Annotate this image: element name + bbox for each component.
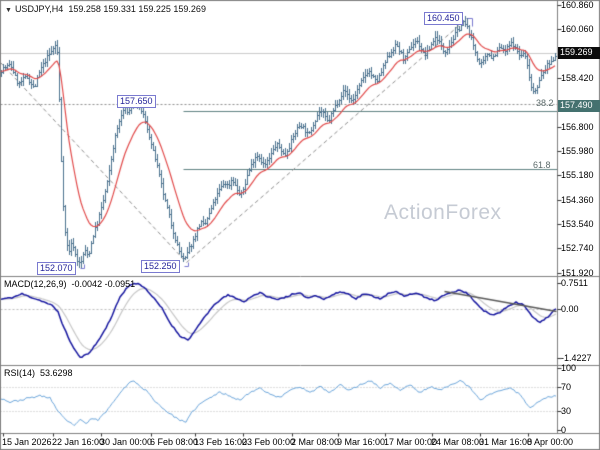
- macd-axis-tick: 0.7511: [561, 278, 588, 288]
- rsi-axis-tick: 100: [561, 363, 577, 373]
- price-tag[interactable]: 160.450: [424, 12, 463, 25]
- price-axis-tick: 160.860: [561, 0, 594, 10]
- price-tag[interactable]: 152.070: [37, 262, 76, 275]
- watermark: ActionForex: [384, 201, 502, 224]
- symbol-timeframe: USDJPY,H4: [14, 4, 64, 14]
- x-axis-label: 13 Feb 16:00: [194, 437, 248, 447]
- price-tag[interactable]: 157.650: [117, 95, 156, 108]
- x-axis-label: 30 Jan 00:00: [100, 437, 153, 447]
- price-axis-tick: 155.180: [561, 170, 594, 180]
- symbol-dropdown-caret-icon[interactable]: ▼: [5, 7, 12, 14]
- rsi-axis-tick: 0: [561, 425, 567, 435]
- rsi-indicator-value: 53.6298: [40, 368, 73, 378]
- rsi-axis-tick: 30: [561, 406, 572, 416]
- rsi-pane-label: RSI(14) 53.6298: [4, 368, 73, 378]
- price-tag[interactable]: 152.250: [141, 260, 180, 273]
- price-axis-tick: 156.800: [561, 122, 594, 132]
- x-axis-label: 9 Mar 16:00: [337, 437, 386, 447]
- price-axis-tick: 151.920: [561, 268, 594, 278]
- x-axis-label: 17 Mar 00:00: [384, 437, 438, 447]
- macd-axis-tick: 0.00: [561, 304, 579, 314]
- x-axis-label: 22 Jan 16:00: [52, 437, 105, 447]
- macd-pane-label: MACD(12,26,9) -0.0042 -0.0951: [4, 279, 135, 289]
- x-axis-label: 6 Feb 08:00: [150, 437, 199, 447]
- macd-indicator-values: -0.0042 -0.0951: [71, 279, 136, 289]
- fib-level-label: 61.8: [533, 160, 551, 170]
- x-axis-label: 8 Apr 00:00: [527, 437, 574, 447]
- rsi-axis-tick: 70: [561, 382, 572, 392]
- x-axis-label: 2 Mar 08:00: [291, 437, 340, 447]
- x-axis-label: 24 Mar 08:00: [431, 437, 485, 447]
- price-axis-tick: 155.980: [561, 146, 594, 156]
- price-axis-tick: 153.540: [561, 219, 594, 229]
- axis-badge-current-price: 159.269: [558, 47, 600, 59]
- macd-indicator-name: MACD(12,26,9): [4, 279, 67, 289]
- fib-level-label: 38.2: [536, 98, 554, 108]
- x-axis-label: 23 Feb 00:00: [242, 437, 296, 447]
- price-axis-tick: 152.740: [561, 243, 594, 253]
- price-axis-tick: 160.060: [561, 24, 594, 34]
- x-axis-label: 31 Mar 16:00: [479, 437, 533, 447]
- rsi-indicator-name: RSI(14): [4, 368, 36, 378]
- x-axis-label: 15 Jan 2026: [2, 437, 52, 447]
- axis-badge-fib-382: 157.490: [558, 100, 600, 112]
- chart-title: ▼ USDJPY,H4 159.258 159.331 159.225 159.2…: [5, 4, 206, 14]
- price-axis-tick: 154.360: [561, 195, 594, 205]
- price-axis-tick: 158.420: [561, 73, 594, 83]
- macd-axis-tick: -1.4227: [561, 353, 592, 363]
- ohlc-quotes: 159.258 159.331 159.225 159.269: [68, 4, 206, 14]
